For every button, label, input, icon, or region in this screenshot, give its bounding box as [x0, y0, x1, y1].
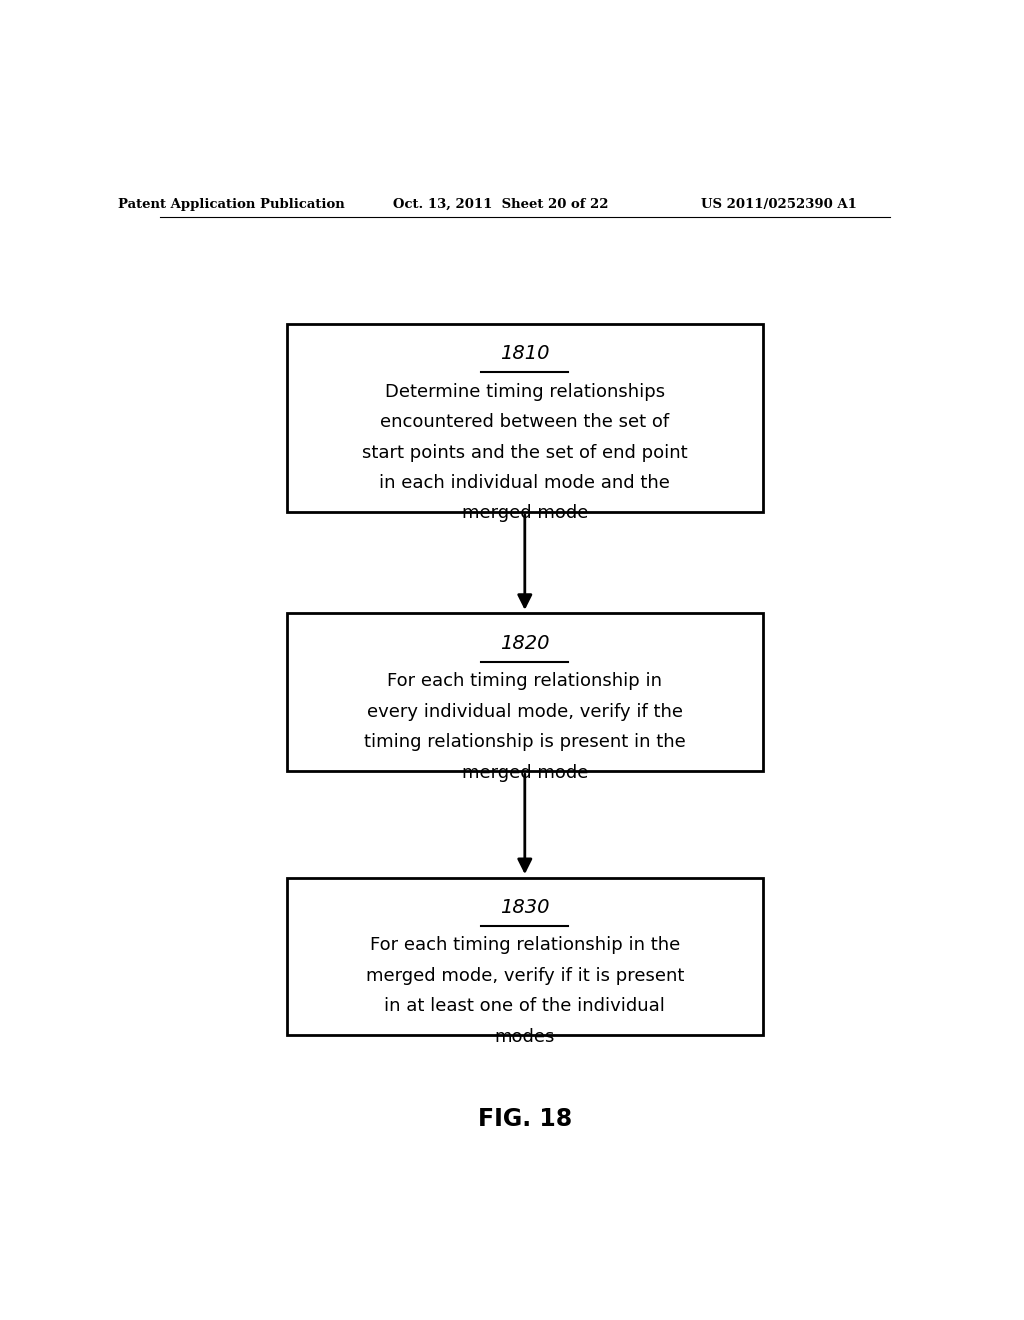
Text: in each individual mode and the: in each individual mode and the [379, 474, 671, 492]
Text: in at least one of the individual: in at least one of the individual [384, 998, 666, 1015]
FancyBboxPatch shape [287, 878, 763, 1035]
Text: merged mode: merged mode [462, 764, 588, 781]
Text: encountered between the set of: encountered between the set of [380, 413, 670, 432]
Text: merged mode: merged mode [462, 504, 588, 523]
Text: merged mode, verify if it is present: merged mode, verify if it is present [366, 968, 684, 985]
FancyBboxPatch shape [287, 323, 763, 512]
Text: start points and the set of end point: start points and the set of end point [362, 444, 687, 462]
Text: FIG. 18: FIG. 18 [477, 1107, 572, 1131]
Text: Oct. 13, 2011  Sheet 20 of 22: Oct. 13, 2011 Sheet 20 of 22 [393, 198, 608, 211]
Text: every individual mode, verify if the: every individual mode, verify if the [367, 702, 683, 721]
Text: Determine timing relationships: Determine timing relationships [385, 383, 665, 400]
Text: For each timing relationship in: For each timing relationship in [387, 672, 663, 690]
FancyBboxPatch shape [287, 614, 763, 771]
Text: 1830: 1830 [500, 898, 550, 917]
Text: 1820: 1820 [500, 634, 550, 652]
Text: 1810: 1810 [500, 345, 550, 363]
Text: Patent Application Publication: Patent Application Publication [118, 198, 344, 211]
Text: US 2011/0252390 A1: US 2011/0252390 A1 [700, 198, 857, 211]
Text: For each timing relationship in the: For each timing relationship in the [370, 936, 680, 954]
Text: timing relationship is present in the: timing relationship is present in the [364, 733, 686, 751]
Text: modes: modes [495, 1028, 555, 1045]
